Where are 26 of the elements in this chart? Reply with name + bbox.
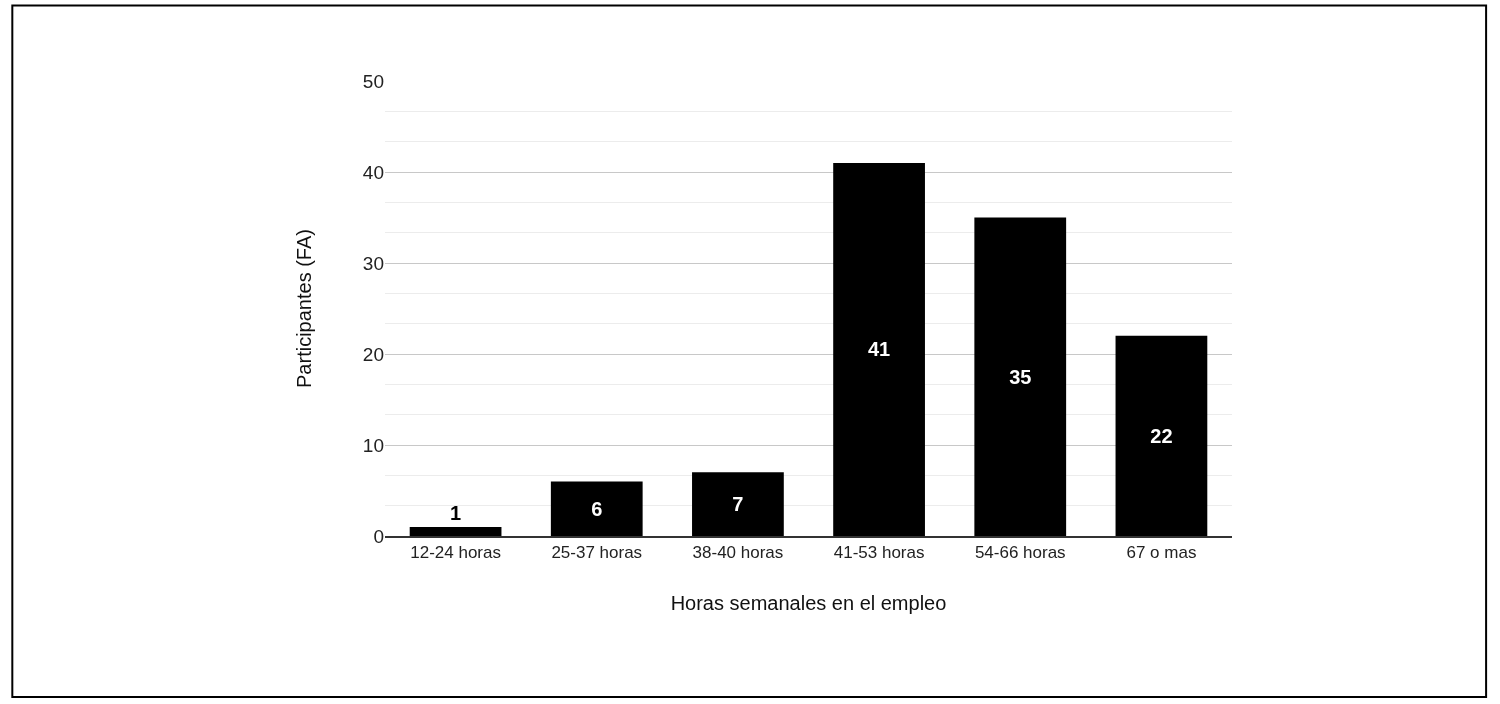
x-tick-label: 67 o mas	[1126, 543, 1197, 563]
y-tick-label: 40	[362, 161, 384, 183]
y-tick-label: 50	[362, 70, 384, 92]
x-tick-label: 54-66 horas	[974, 543, 1066, 563]
bar	[1115, 335, 1208, 536]
data-label: 41	[867, 338, 891, 361]
data-label: 1	[450, 501, 462, 524]
x-tick-label: 12-24 horas	[410, 543, 501, 563]
data-label: 35	[1009, 365, 1032, 388]
bar	[409, 526, 502, 536]
y-tick-label: 30	[362, 252, 384, 274]
y-tick-label: 0	[373, 525, 384, 547]
bar	[833, 162, 925, 536]
bar	[692, 472, 784, 536]
x-axis-title: Horas semanales en el empleo	[670, 592, 947, 615]
data-label: 22	[1150, 424, 1173, 447]
x-tick-label: 38-40 horas	[692, 543, 784, 563]
data-label: 6	[591, 497, 603, 520]
data-label: 7	[732, 493, 744, 516]
y-tick-label: 20	[362, 343, 384, 365]
x-tick-label: 41-53 horas	[833, 543, 925, 563]
x-tick-label: 25-37 horas	[551, 543, 643, 563]
bar	[974, 217, 1067, 536]
y-tick-label: 10	[362, 434, 384, 456]
bar	[550, 481, 643, 536]
y-axis-title: Participantes (FA)	[293, 229, 316, 388]
